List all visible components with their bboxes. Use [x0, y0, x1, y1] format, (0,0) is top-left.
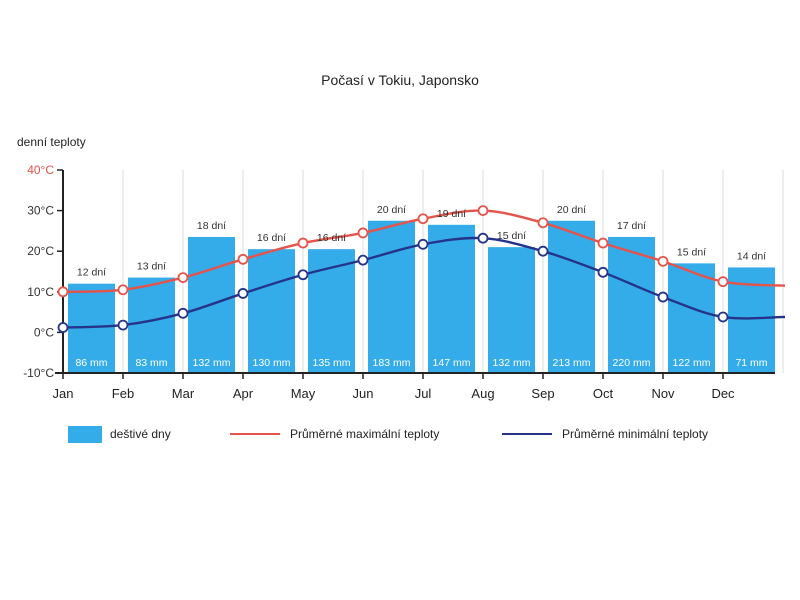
bar-label: 19 dní	[437, 208, 466, 220]
precipitation-label: 122 mm	[673, 357, 711, 369]
bar-oct	[608, 236, 655, 373]
precipitation-label: 183 mm	[373, 357, 411, 369]
x-tick-label: Feb	[112, 386, 134, 401]
x-tick-label: Nov	[651, 386, 675, 401]
bar-may	[308, 249, 355, 373]
min-temp-point	[177, 307, 189, 319]
precipitation-label: 132 mm	[193, 357, 231, 369]
min-temp-point	[57, 322, 69, 333]
max-temp-point	[477, 205, 489, 217]
legend-item-rainy-days: deštivé dny	[68, 425, 171, 443]
max-temp-point	[57, 286, 69, 298]
precipitation-label: 135 mm	[313, 357, 351, 369]
bar-label: 20 dní	[557, 204, 586, 216]
x-tick-label: Jun	[353, 386, 374, 401]
bar-label: 20 dní	[377, 204, 406, 216]
bar-label: 13 dní	[137, 261, 166, 273]
bar-label: 17 dní	[617, 220, 646, 232]
max-temp-point	[537, 217, 549, 229]
max-temp-point	[717, 276, 729, 288]
min-temp-point	[357, 254, 369, 266]
x-tick-label: Jul	[415, 386, 432, 401]
precipitation-label: 71 mm	[735, 357, 767, 369]
precipitation-label: 83 mm	[135, 357, 167, 369]
bar-label: 15 dní	[677, 246, 706, 258]
legend-item-min-temp: Průměrné minimální teploty	[502, 425, 708, 443]
min-temp-point	[237, 288, 249, 299]
bar-label: 12 dní	[77, 267, 106, 279]
max-temp-point	[417, 213, 429, 225]
legend-swatch-bar	[68, 425, 102, 443]
x-tick-label: Jan	[53, 386, 74, 401]
legend-label-rainy-days: deštivé dny	[110, 427, 171, 441]
y-tick-label: 20°C	[27, 244, 54, 258]
bar-jul	[428, 224, 475, 373]
min-temp-point	[417, 238, 429, 250]
x-tick-label: Sep	[531, 386, 554, 401]
min-temp-point	[597, 266, 609, 278]
x-tick-label: Mar	[172, 386, 195, 401]
min-temp-point	[717, 311, 729, 323]
bar-jun	[368, 220, 415, 373]
y-tick-label: -10°C	[23, 366, 54, 380]
precipitation-label: 86 mm	[75, 357, 107, 369]
max-temp-point	[237, 253, 249, 265]
bar-feb	[128, 277, 175, 373]
legend-item-max-temp: Průměrné maximální teploty	[230, 425, 439, 443]
max-temp-point	[597, 237, 609, 249]
bar-label: 18 dní	[197, 220, 226, 232]
bar-sep	[548, 220, 595, 373]
precipitation-label: 213 mm	[553, 357, 591, 369]
y-axis-title: denní teploty	[17, 135, 86, 149]
legend-swatch-min-line	[502, 433, 552, 435]
precipitation-label: 147 mm	[433, 357, 471, 369]
bar-apr	[248, 249, 295, 373]
bar-label: 16 dní	[257, 232, 286, 244]
precipitation-label: 130 mm	[253, 357, 291, 369]
x-tick-label: Oct	[593, 386, 614, 401]
y-tick-label: 30°C	[27, 204, 54, 218]
bar-aug	[488, 247, 535, 373]
bar-label: 14 dní	[737, 250, 766, 262]
y-tick-label: 40°C	[27, 163, 54, 177]
bar-label: 15 dní	[497, 230, 526, 242]
bar-nov	[668, 263, 715, 373]
legend-swatch-max-line	[230, 433, 280, 435]
precipitation-label: 220 mm	[613, 357, 651, 369]
max-temp-point	[117, 284, 129, 296]
min-temp-point	[537, 245, 549, 257]
x-tick-label: May	[291, 386, 316, 401]
min-temp-point	[657, 291, 669, 303]
y-tick-label: 0°C	[34, 325, 54, 339]
max-temp-point	[657, 255, 669, 267]
max-temp-point	[357, 227, 369, 239]
precipitation-label: 132 mm	[493, 357, 531, 369]
chart-title: Počasí v Tokiu, Japonsko	[321, 72, 479, 88]
max-temp-point	[297, 237, 309, 249]
min-temp-point	[297, 269, 309, 281]
legend-label-min-temp: Průměrné minimální teploty	[562, 427, 709, 441]
legend-label-max-temp: Průměrné maximální teploty	[290, 427, 440, 441]
y-tick-label: 10°C	[27, 285, 54, 299]
max-temp-point	[177, 272, 189, 283]
min-temp-point	[117, 319, 129, 331]
x-tick-label: Dec	[711, 386, 735, 401]
bar-label: 16 dní	[317, 232, 346, 244]
x-tick-label: Apr	[233, 386, 254, 401]
x-tick-label: Aug	[471, 386, 494, 401]
min-temp-point	[477, 232, 489, 244]
